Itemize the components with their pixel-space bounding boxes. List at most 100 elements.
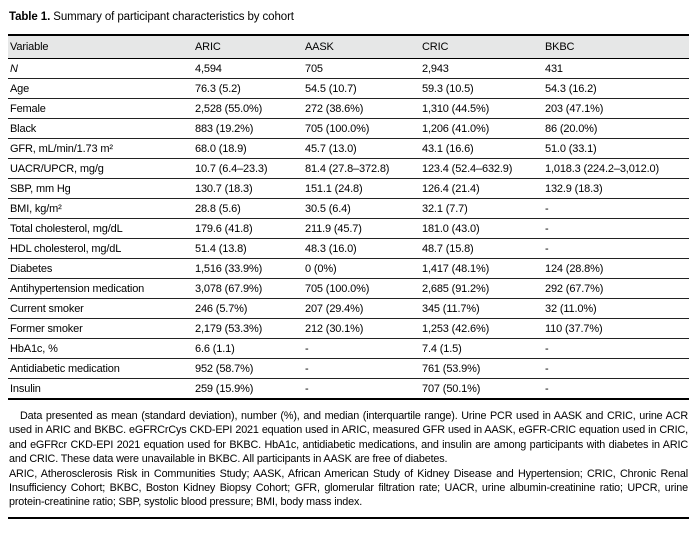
value-cell: 51.4 (13.8) bbox=[193, 238, 303, 259]
value-cell: 86 (20.0%) bbox=[543, 118, 689, 139]
variable-cell: Age bbox=[8, 78, 193, 99]
value-cell: 1,253 (42.6%) bbox=[420, 318, 543, 339]
variable-cell: Insulin bbox=[8, 378, 193, 400]
value-cell: 2,685 (91.2%) bbox=[420, 278, 543, 299]
value-cell: 7.4 (1.5) bbox=[420, 338, 543, 359]
value-cell: 292 (67.7%) bbox=[543, 278, 689, 299]
value-cell: 54.3 (16.2) bbox=[543, 78, 689, 99]
value-cell: 883 (19.2%) bbox=[193, 118, 303, 139]
value-cell: 1,310 (44.5%) bbox=[420, 98, 543, 119]
column-header-bkbc: BKBC bbox=[543, 35, 689, 59]
value-cell: 68.0 (18.9) bbox=[193, 138, 303, 159]
variable-cell: HDL cholesterol, mg/dL bbox=[8, 238, 193, 259]
value-cell: 124 (28.8%) bbox=[543, 258, 689, 279]
value-cell: 43.1 (16.6) bbox=[420, 138, 543, 159]
column-header-aask: AASK bbox=[303, 35, 420, 59]
value-cell: 59.3 (10.5) bbox=[420, 78, 543, 99]
variable-cell: Antidiabetic medication bbox=[8, 358, 193, 379]
footnote-abbreviations-text: ARIC, Atherosclerosis Risk in Communitie… bbox=[9, 467, 688, 509]
value-cell: 2,943 bbox=[420, 58, 543, 79]
variable-cell: N bbox=[8, 58, 193, 79]
value-cell: 952 (58.7%) bbox=[193, 358, 303, 379]
value-cell: 705 (100.0%) bbox=[303, 278, 420, 299]
table-row: Antidiabetic medication 952 (58.7%) -761 (… bbox=[8, 358, 689, 379]
table-row: Insulin 259 (15.9%) -707 (50.1%) - bbox=[8, 378, 689, 400]
table-row: Black 883 (19.2%) 705 (100.0%) 1,206 (41.0%… bbox=[8, 118, 689, 139]
value-cell: 707 (50.1%) bbox=[420, 378, 543, 400]
table-row: Diabetes 1,516 (33.9%) 0 (0%) 1,417 (48.1%)… bbox=[8, 258, 689, 279]
variable-cell: Former smoker bbox=[8, 318, 193, 339]
value-cell: 76.3 (5.2) bbox=[193, 78, 303, 99]
value-cell: 1,206 (41.0%) bbox=[420, 118, 543, 139]
table-number-label: Table 1. bbox=[9, 11, 51, 23]
header-row: Variable ARIC AASK CRIC BKBC bbox=[8, 35, 689, 59]
variable-cell: Female bbox=[8, 98, 193, 119]
variable-cell: UACR/UPCR, mg/g bbox=[8, 158, 193, 179]
value-cell: 132.9 (18.3) bbox=[543, 178, 689, 199]
value-cell: 2,528 (55.0%) bbox=[193, 98, 303, 119]
value-cell: 761 (53.9%) bbox=[420, 358, 543, 379]
variable-cell: Antihypertension medication bbox=[8, 278, 193, 299]
table-body: N 4,594 705 2,943 431 Age 76.3 (5.2) 54.5 (10.7… bbox=[8, 58, 689, 400]
value-cell: - bbox=[543, 338, 689, 359]
value-cell: 6.6 (1.1) bbox=[193, 338, 303, 359]
value-cell: 0 (0%) bbox=[303, 258, 420, 279]
value-cell: 123.4 (52.4–632.9) bbox=[420, 158, 543, 179]
value-cell: 3,078 (67.9%) bbox=[193, 278, 303, 299]
value-cell: 259 (15.9%) bbox=[193, 378, 303, 400]
value-cell: 705 bbox=[303, 58, 420, 79]
value-cell: 705 (100.0%) bbox=[303, 118, 420, 139]
table-row: Former smoker 2,179 (53.3%) 212 (30.1%) 1,2… bbox=[8, 318, 689, 339]
table-row: SBP, mm Hg 130.7 (18.3) 151.1 (24.8) 126.4 … bbox=[8, 178, 689, 199]
value-cell: 4,594 bbox=[193, 58, 303, 79]
value-cell: 130.7 (18.3) bbox=[193, 178, 303, 199]
value-cell: 126.4 (21.4) bbox=[420, 178, 543, 199]
column-header-cric: CRIC bbox=[420, 35, 543, 59]
value-cell: 28.8 (5.6) bbox=[193, 198, 303, 219]
variable-cell: SBP, mm Hg bbox=[8, 178, 193, 199]
column-header-variable: Variable bbox=[8, 35, 193, 59]
value-cell: 1,417 (48.1%) bbox=[420, 258, 543, 279]
value-cell: 48.3 (16.0) bbox=[303, 238, 420, 259]
participant-characteristics-table: Variable ARIC AASK CRIC BKBC N 4,594 705 2,… bbox=[8, 34, 689, 400]
value-cell: 151.1 (24.8) bbox=[303, 178, 420, 199]
value-cell: 212 (30.1%) bbox=[303, 318, 420, 339]
variable-cell: Current smoker bbox=[8, 298, 193, 319]
table-row: BMI, kg/m² 28.8 (5.6) 30.5 (6.4) 32.1 (7.7)… bbox=[8, 198, 689, 219]
value-cell: 211.9 (45.7) bbox=[303, 218, 420, 239]
value-cell: - bbox=[303, 378, 420, 400]
value-cell: - bbox=[543, 358, 689, 379]
value-cell: 181.0 (43.0) bbox=[420, 218, 543, 239]
value-cell: 110 (37.7%) bbox=[543, 318, 689, 339]
table-row: Female 2,528 (55.0%) 272 (38.6%) 1,310 (44.… bbox=[8, 98, 689, 119]
value-cell: 272 (38.6%) bbox=[303, 98, 420, 119]
table-row: Age 76.3 (5.2) 54.5 (10.7) 59.3 (10.5) 54.3 … bbox=[8, 78, 689, 99]
value-cell: 179.6 (41.8) bbox=[193, 218, 303, 239]
value-cell: 2,179 (53.3%) bbox=[193, 318, 303, 339]
table-footnote: Data presented as mean (standard deviati… bbox=[8, 400, 689, 519]
value-cell: 81.4 (27.8–372.8) bbox=[303, 158, 420, 179]
value-cell: 30.5 (6.4) bbox=[303, 198, 420, 219]
variable-cell: HbA1c, % bbox=[8, 338, 193, 359]
value-cell: 246 (5.7%) bbox=[193, 298, 303, 319]
value-cell: 54.5 (10.7) bbox=[303, 78, 420, 99]
table-title-text: Summary of participant characteristics b… bbox=[50, 11, 294, 23]
value-cell: 48.7 (15.8) bbox=[420, 238, 543, 259]
table-title: Table 1. Summary of participant characte… bbox=[9, 10, 689, 24]
value-cell: 431 bbox=[543, 58, 689, 79]
variable-cell: GFR, mL/min/1.73 m² bbox=[8, 138, 193, 159]
value-cell: 203 (47.1%) bbox=[543, 98, 689, 119]
variable-cell: Total cholesterol, mg/dL bbox=[8, 218, 193, 239]
table-header: Variable ARIC AASK CRIC BKBC bbox=[8, 35, 689, 59]
value-cell: 10.7 (6.4–23.3) bbox=[193, 158, 303, 179]
value-cell: - bbox=[543, 238, 689, 259]
value-cell: - bbox=[543, 378, 689, 400]
value-cell: 1,018.3 (224.2–3,012.0) bbox=[543, 158, 689, 179]
table-row: GFR, mL/min/1.73 m² 68.0 (18.9) 45.7 (13.0… bbox=[8, 138, 689, 159]
variable-cell: Black bbox=[8, 118, 193, 139]
table-row: HbA1c, % 6.6 (1.1) -7.4 (1.5) - bbox=[8, 338, 689, 359]
column-header-aric: ARIC bbox=[193, 35, 303, 59]
value-cell: 345 (11.7%) bbox=[420, 298, 543, 319]
value-cell: 1,516 (33.9%) bbox=[193, 258, 303, 279]
